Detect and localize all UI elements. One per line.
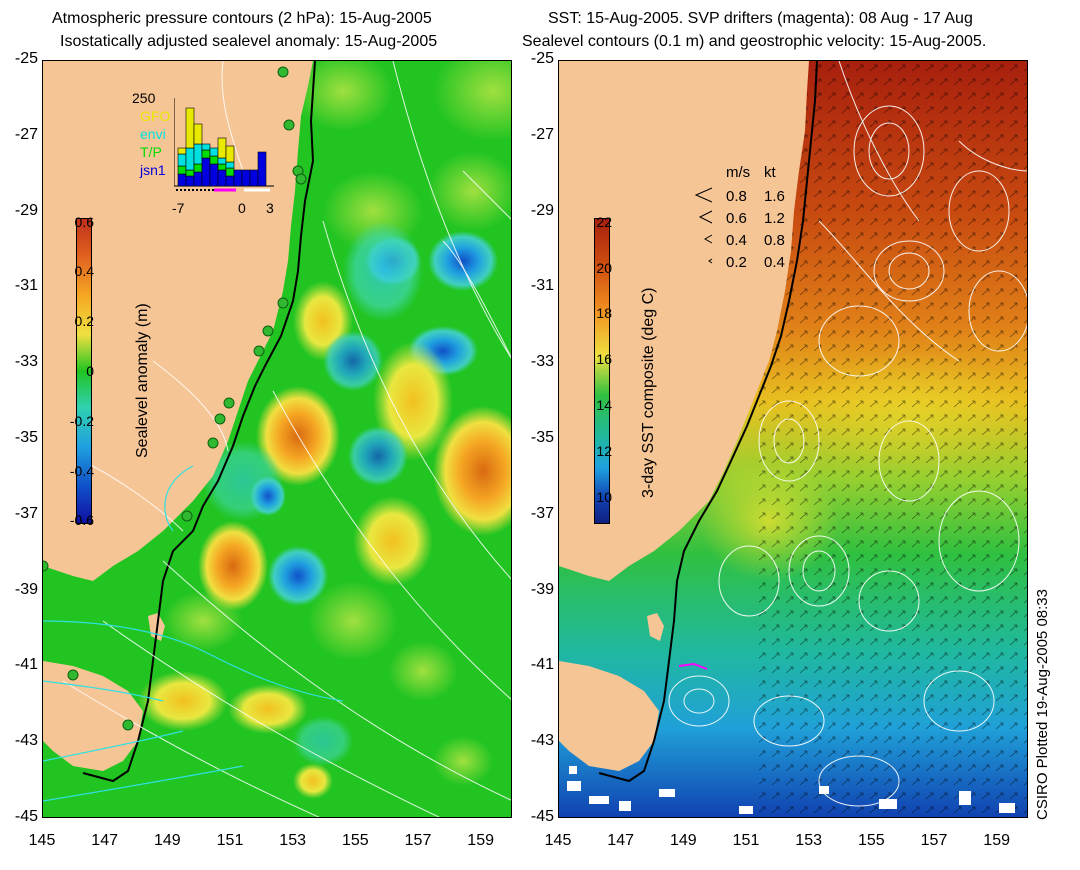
x-tick-label: 149: [153, 832, 181, 849]
vel-row-ms: 0.6: [726, 210, 747, 227]
x-tick-label: 155: [857, 832, 885, 849]
y-tick-label: -31: [530, 277, 554, 295]
vel-header-kt: kt: [764, 164, 776, 181]
sealevel-anomaly-map: [42, 60, 512, 818]
y-tick-label: -25: [14, 50, 38, 67]
sst-colorbar: [594, 218, 610, 524]
sst-cbar-tick: 14: [596, 397, 612, 413]
x-tick-label: 149: [669, 832, 697, 849]
sealevel-cbar-tick: 0: [86, 363, 94, 379]
y-tick-label: -39: [530, 580, 554, 598]
x-tick-label: 147: [607, 832, 634, 849]
x-tick-label: 153: [795, 832, 822, 849]
velocity-arrow-icons: [694, 187, 713, 264]
y-tick-label: -33: [530, 353, 554, 371]
y-tick-label: -45: [14, 808, 38, 825]
velocity-legend: m/s kt 0.8 1.6 0.6 1.2 0.4 0.8 0.2 0.4: [690, 164, 810, 274]
y-tick-label: -35: [530, 429, 554, 446]
x-tick-label: 145: [28, 832, 56, 849]
inset-legend-tp: T/P: [140, 144, 162, 160]
sst-map: [558, 60, 1028, 818]
vel-row-ms: 0.8: [726, 188, 747, 205]
right-title-line2: Sealevel contours (0.1 m) and geostrophi…: [522, 33, 987, 50]
y-tick-label: -41: [530, 656, 554, 674]
y-tick-label: -45: [530, 808, 554, 825]
y-tick-label: -41: [14, 656, 38, 674]
x-tick-label: 145: [544, 832, 572, 849]
inset-bars: [174, 98, 274, 192]
y-tick-label: -35: [14, 429, 38, 446]
inset-xtick-3: 3: [266, 200, 274, 216]
y-tick-label: -27: [530, 125, 554, 143]
y-tick-label: -43: [14, 732, 38, 750]
inset-histogram: 250 GFO envi T/P jsn1 -7 0 3: [120, 88, 280, 218]
sealevel-cbar-tick: -0.2: [69, 413, 94, 429]
x-tick-label: 159: [983, 832, 1010, 849]
vel-header-ms: m/s: [726, 164, 751, 181]
right-title-line1: SST: 15-Aug-2005. SVP drifters (magenta)…: [548, 10, 973, 27]
sealevel-cbar-tick: -0.4: [69, 463, 94, 479]
y-tick-label: -27: [14, 125, 38, 143]
sealevel-colorbar-title: Sealevel anomaly (m): [134, 303, 151, 458]
sealevel-colorbar: [76, 218, 92, 524]
vel-row-ms: 0.2: [726, 254, 747, 271]
y-tick-label: -31: [14, 277, 38, 295]
sst-colorbar-title: 3-day SST composite (deg C): [640, 287, 657, 498]
left-title-line2: Isostatically adjusted sealevel anomaly:…: [60, 33, 438, 50]
y-tick-label: -29: [530, 201, 554, 219]
x-tick-label: 151: [732, 832, 760, 849]
x-tick-label: 159: [467, 832, 494, 849]
left-title-line1: Atmospheric pressure contours (2 hPa): 1…: [52, 10, 432, 27]
inset-legend-gfo: GFO: [140, 108, 171, 124]
sst-cbar-tick: 10: [596, 489, 612, 505]
x-tick-label: 153: [279, 832, 306, 849]
y-tick-label: -25: [530, 50, 554, 67]
inset-legend-jsn1: jsn1: [140, 162, 166, 178]
sealevel-cbar-tick: 0.2: [74, 313, 94, 329]
inset-xtick-neg7: -7: [172, 200, 185, 216]
inset-legend-envi: envi: [140, 126, 166, 142]
x-tick-label: 155: [341, 832, 369, 849]
y-tick-label: -43: [530, 732, 554, 750]
inset-top-value: 250: [132, 90, 156, 106]
y-tick-label: -37: [530, 504, 554, 522]
csiro-plot-note: CSIRO Plotted 19-Aug-2005 08:33: [1034, 589, 1051, 820]
y-tick-label: -29: [14, 201, 38, 219]
y-tick-label: -39: [14, 580, 38, 598]
x-tick-label: 157: [920, 832, 948, 849]
sst-cbar-tick: 12: [596, 443, 612, 459]
inset-xtick-0: 0: [238, 200, 246, 216]
sst-cbar-tick: 20: [596, 260, 612, 276]
x-tick-label: 157: [404, 832, 432, 849]
vel-row-ms: 0.4: [726, 232, 747, 249]
sealevel-map-graphic: [43, 61, 511, 817]
sst-map-graphic: [559, 61, 1027, 817]
x-tick-label: 151: [216, 832, 244, 849]
sst-cbar-tick: 22: [596, 214, 612, 230]
sealevel-cbar-tick: -0.6: [69, 512, 94, 528]
y-tick-label: -37: [14, 504, 38, 522]
sst-cbar-tick: 18: [596, 305, 612, 321]
y-tick-label: -33: [14, 353, 38, 371]
x-tick-label: 147: [91, 832, 118, 849]
sealevel-cbar-tick: 0.6: [74, 214, 94, 230]
sst-cbar-tick: 16: [596, 351, 612, 367]
vel-row-kt: 0.4: [764, 254, 785, 271]
vel-row-kt: 0.8: [764, 232, 785, 249]
vel-row-kt: 1.2: [764, 210, 785, 227]
vel-row-kt: 1.6: [764, 188, 785, 205]
sealevel-cbar-tick: 0.4: [74, 263, 94, 279]
